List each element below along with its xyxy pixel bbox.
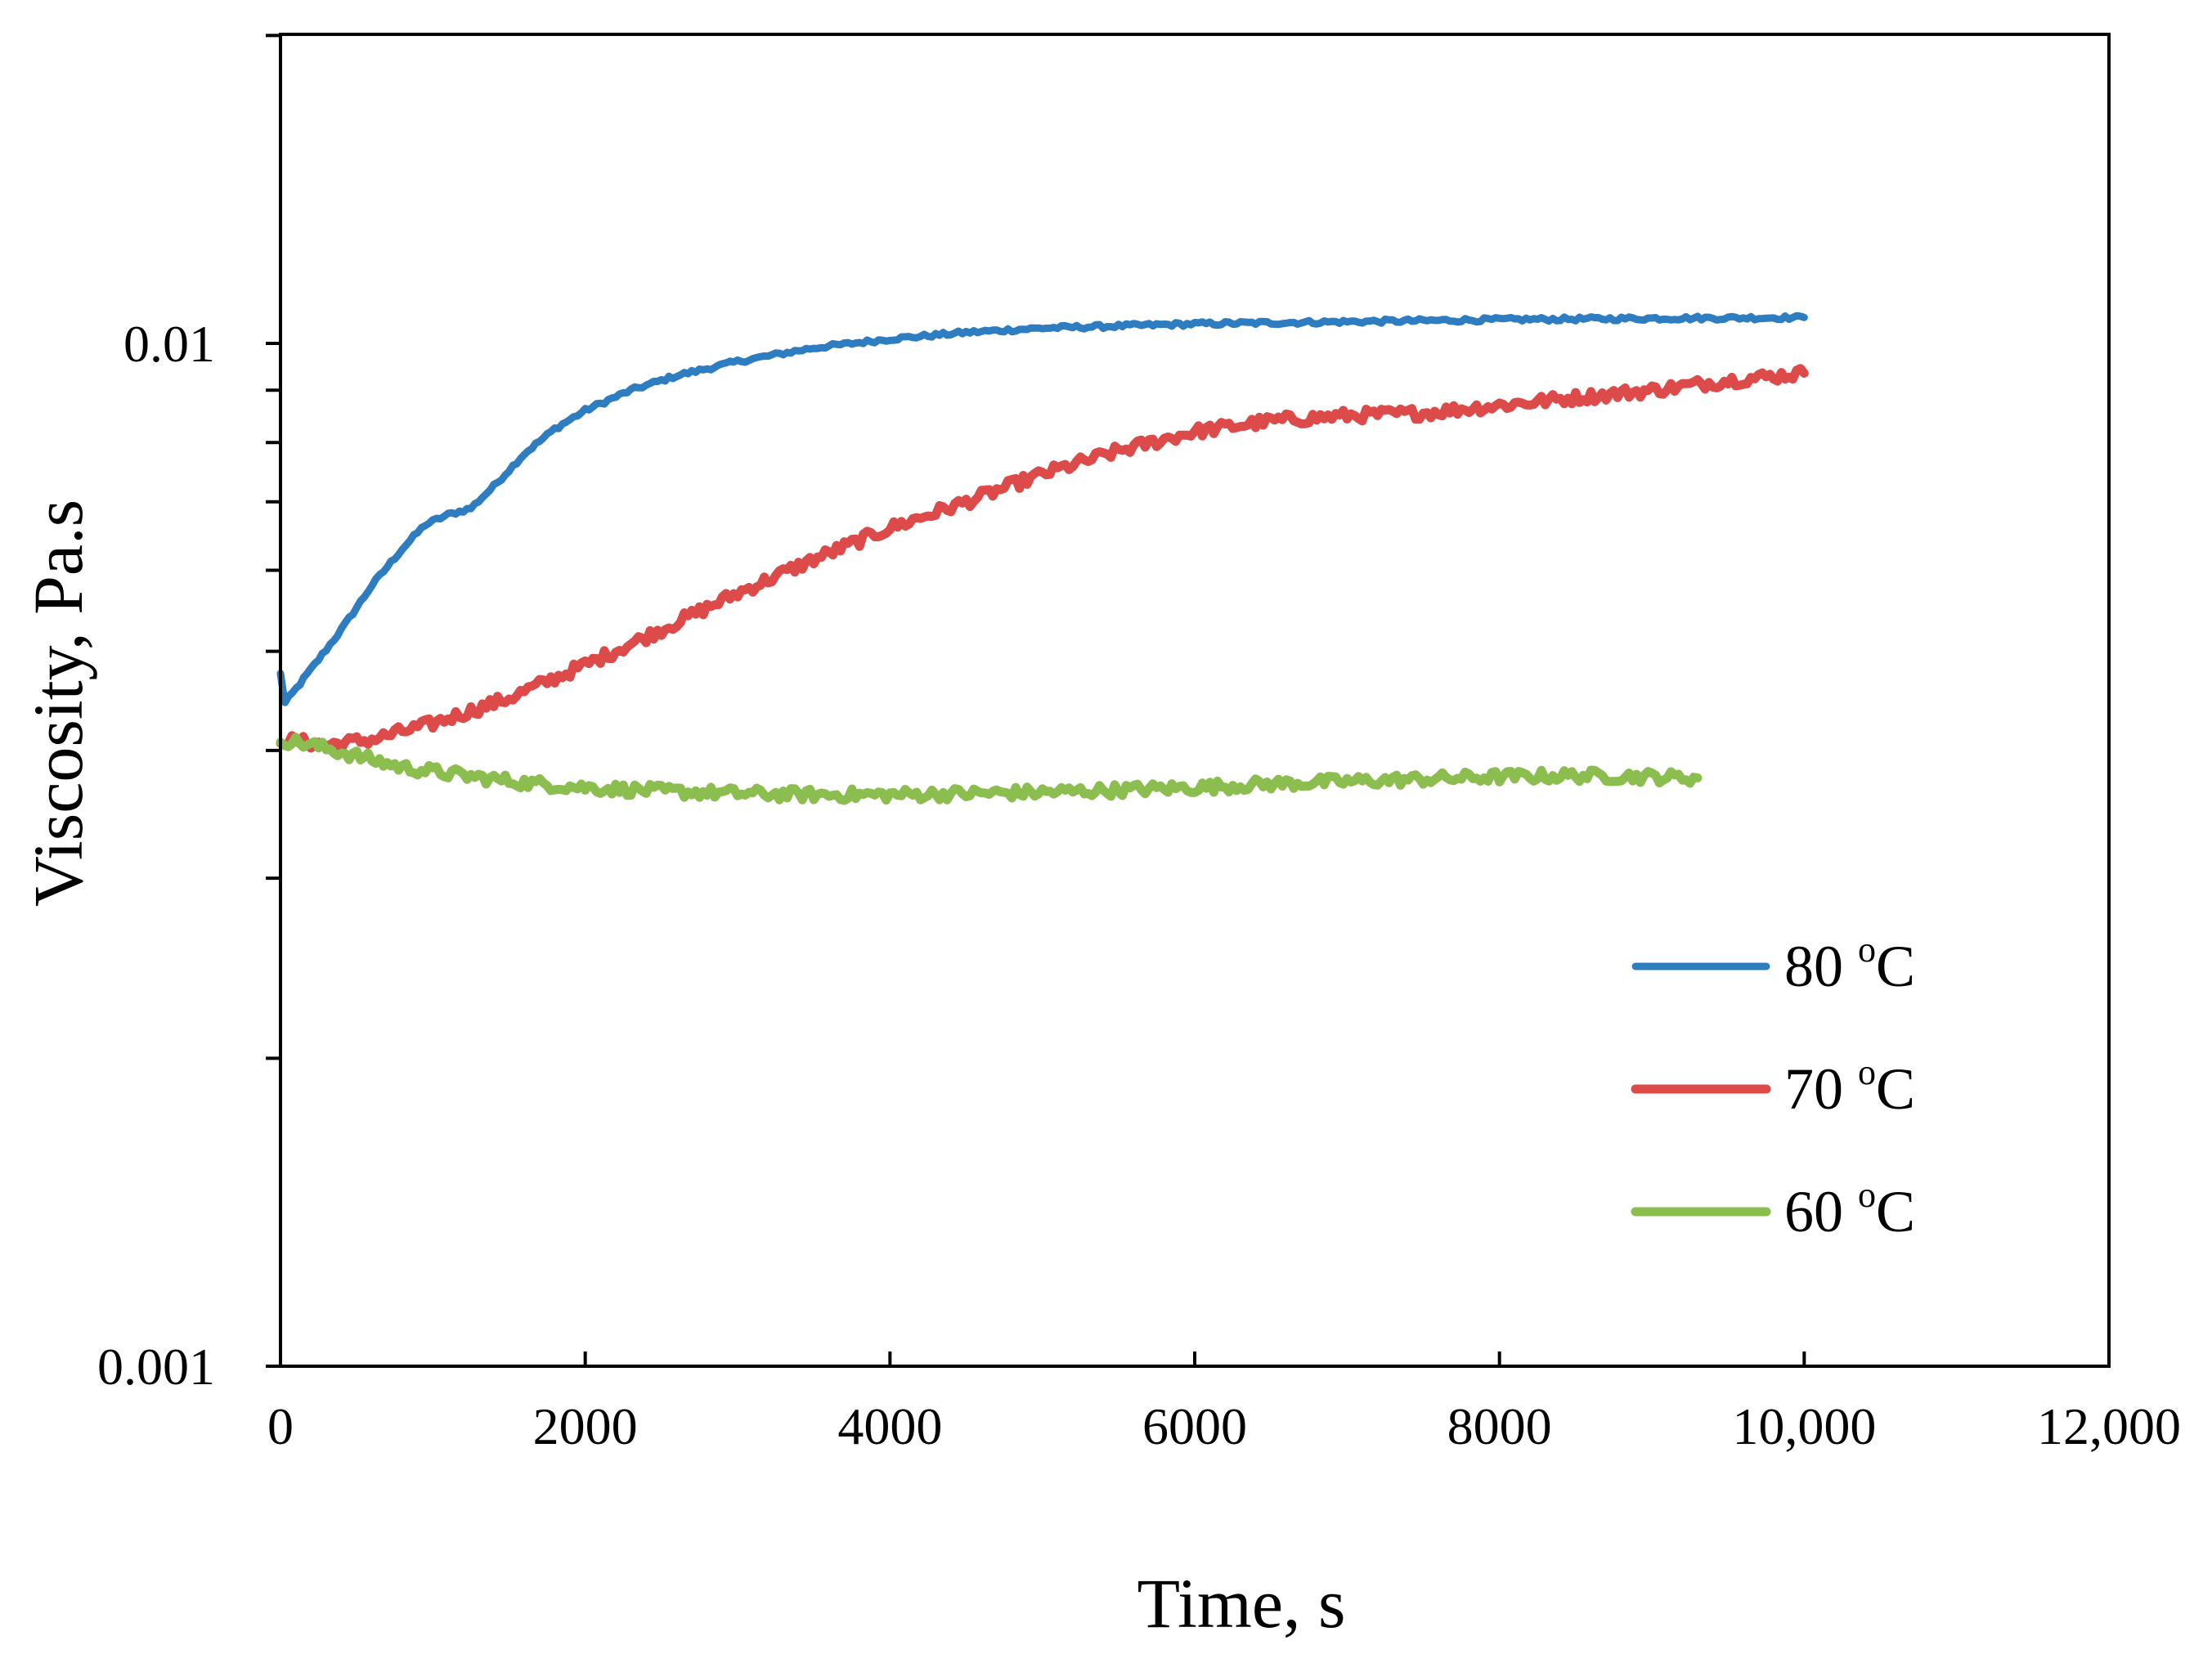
legend-label-degree: o bbox=[1858, 1052, 1876, 1092]
plot-area-frame bbox=[279, 33, 2111, 1368]
legend-label-main: 60 bbox=[1784, 1179, 1858, 1244]
legend-label-unit: C bbox=[1876, 1056, 1915, 1122]
legend-label-unit: C bbox=[1876, 1179, 1915, 1244]
legend-label-main: 70 bbox=[1784, 1056, 1858, 1122]
x-tick-label: 2000 bbox=[533, 1397, 638, 1455]
legend-label-degree: o bbox=[1858, 1175, 1876, 1215]
y-tick-label: 0.01 bbox=[123, 315, 215, 373]
legend-label-main: 80 bbox=[1784, 934, 1858, 999]
series-line-2 bbox=[276, 733, 1703, 805]
y-tick-label: 0.001 bbox=[97, 1338, 215, 1396]
legend-label-0: 80 oC bbox=[1784, 930, 1915, 999]
x-tick-label: 8000 bbox=[1447, 1397, 1552, 1455]
x-tick-label: 4000 bbox=[837, 1397, 942, 1455]
x-axis-title: Time, s bbox=[1137, 1564, 1346, 1643]
series-line-0 bbox=[276, 312, 1808, 706]
axis-tick-labels: 0 2000 4000 6000 8000 10,000 12,000 0.001 0.01 bbox=[97, 315, 2181, 1455]
series-layer bbox=[276, 312, 1809, 805]
axis-ticks bbox=[266, 34, 2111, 1368]
x-tick-label: 10,000 bbox=[1732, 1397, 1876, 1455]
legend-label-1: 70 oC bbox=[1784, 1052, 1915, 1122]
y-axis-title: Viscosity, Pa.s bbox=[19, 500, 97, 907]
x-tick-label: 12,000 bbox=[2037, 1397, 2181, 1455]
legend-label-degree: o bbox=[1858, 930, 1876, 970]
x-tick-label: 6000 bbox=[1142, 1397, 1247, 1455]
legend-label-unit: C bbox=[1876, 934, 1915, 999]
x-tick-label: 0 bbox=[267, 1397, 294, 1455]
legend-label-2: 60 oC bbox=[1784, 1175, 1915, 1244]
series-line-1 bbox=[276, 364, 1809, 754]
